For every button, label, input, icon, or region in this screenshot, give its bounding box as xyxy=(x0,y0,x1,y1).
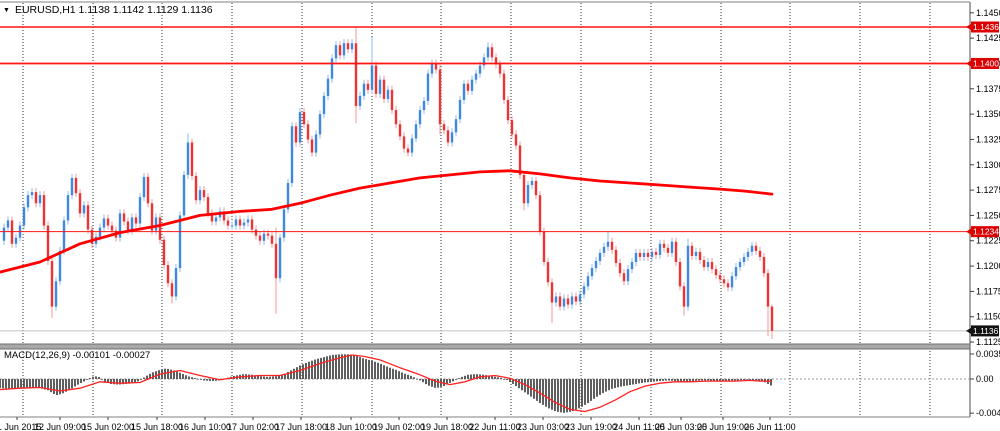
svg-text:1.1125: 1.1125 xyxy=(976,337,1000,347)
chart-title-overlay: ▼ EURUSD,H1 1.1138 1.1142 1.1129 1.1136 xyxy=(3,4,213,16)
svg-text:19 Jun 18:00: 19 Jun 18:00 xyxy=(421,422,473,431)
svg-text:1.1300: 1.1300 xyxy=(976,160,1000,170)
pane-separator xyxy=(0,343,970,350)
price-badge-1.1234: 1.1234 xyxy=(966,226,999,238)
svg-text:1.1275: 1.1275 xyxy=(976,185,1000,195)
macd-signal-line xyxy=(0,354,772,413)
svg-text:25 Jun 03:00: 25 Jun 03:00 xyxy=(655,422,707,431)
svg-text:11 Jun 2015: 11 Jun 2015 xyxy=(0,422,41,431)
svg-text:18 Jun 10:00: 18 Jun 10:00 xyxy=(325,422,377,431)
svg-text:16 Jun 10:00: 16 Jun 10:00 xyxy=(179,422,231,431)
price-badge-1.1136: 1.1136 xyxy=(966,325,999,337)
svg-text:1.1425: 1.1425 xyxy=(976,33,1000,43)
svg-text:1.1400: 1.1400 xyxy=(973,58,999,68)
svg-text:0.00354: 0.00354 xyxy=(976,349,1000,359)
svg-text:1.1136: 1.1136 xyxy=(973,326,999,336)
svg-text:15 Jun 02:00: 15 Jun 02:00 xyxy=(82,422,134,431)
svg-text:1.1250: 1.1250 xyxy=(976,210,1000,220)
svg-text:17 Jun 02:00: 17 Jun 02:00 xyxy=(227,422,279,431)
svg-text:1.1436: 1.1436 xyxy=(973,22,999,32)
svg-text:12 Jun 09:00: 12 Jun 09:00 xyxy=(34,422,86,431)
svg-text:1.1350: 1.1350 xyxy=(976,109,1000,119)
svg-text:1.1450: 1.1450 xyxy=(976,8,1000,18)
macd-indicator-label: MACD(12,26,9) -0.00101 -0.00027 xyxy=(4,350,151,361)
moving-average-line xyxy=(0,169,774,274)
svg-text:26 Jun 11:00: 26 Jun 11:00 xyxy=(744,422,795,431)
svg-text:17 Jun 18:00: 17 Jun 18:00 xyxy=(275,422,327,431)
price-badge-1.1436: 1.1436 xyxy=(966,21,999,33)
chart-menu-dropdown-icon[interactable]: ▼ xyxy=(3,6,10,14)
svg-text:25 Jun 19:00: 25 Jun 19:00 xyxy=(697,422,749,431)
svg-text:1.1325: 1.1325 xyxy=(976,134,1000,144)
svg-text:23 Jun 03:00: 23 Jun 03:00 xyxy=(517,422,569,431)
svg-text:1.1200: 1.1200 xyxy=(976,261,1000,271)
svg-text:0.00: 0.00 xyxy=(976,374,994,384)
price-badges: 1.1436 1.1400 1.1234 1.1136 xyxy=(966,21,999,337)
svg-text:1.1234: 1.1234 xyxy=(973,227,999,237)
macd-histogram xyxy=(0,354,772,413)
svg-text:19 Jun 02:00: 19 Jun 02:00 xyxy=(373,422,425,431)
svg-text:-0.00484: -0.00484 xyxy=(976,408,1000,418)
level-lines xyxy=(0,26,970,233)
svg-text:24 Jun 11:00: 24 Jun 11:00 xyxy=(613,422,664,431)
svg-text:1.1175: 1.1175 xyxy=(976,286,1000,296)
svg-text:1.1375: 1.1375 xyxy=(976,84,1000,94)
svg-text:23 Jun 19:00: 23 Jun 19:00 xyxy=(565,422,617,431)
svg-text:1.1225: 1.1225 xyxy=(976,236,1000,246)
svg-text:15 Jun 18:00: 15 Jun 18:00 xyxy=(131,422,183,431)
candlestick-series xyxy=(2,27,774,340)
price-badge-1.1400: 1.1400 xyxy=(966,57,999,69)
symbol-ohlc-readout: EURUSD,H1 1.1138 1.1142 1.1129 1.1136 xyxy=(14,4,213,16)
svg-text:22 Jun 11:00: 22 Jun 11:00 xyxy=(469,422,520,431)
svg-text:1.1150: 1.1150 xyxy=(976,312,1000,322)
